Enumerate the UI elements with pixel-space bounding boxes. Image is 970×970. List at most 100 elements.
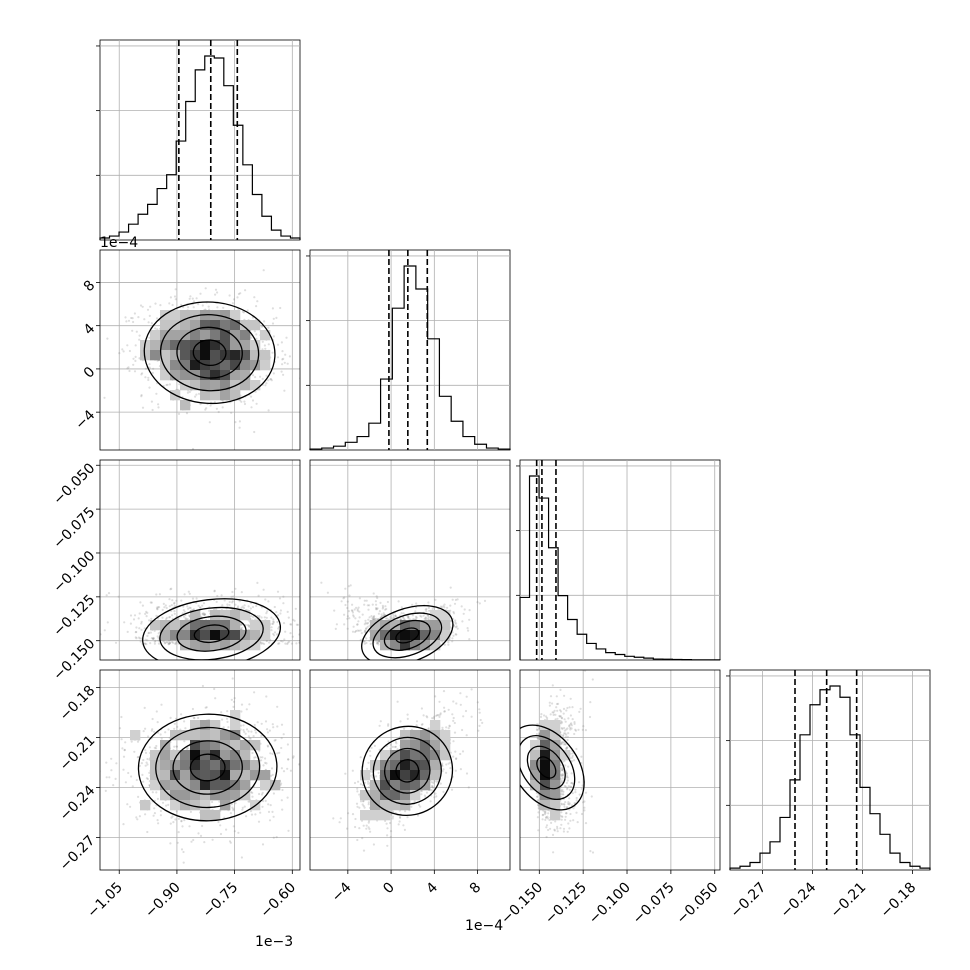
scatter-point	[373, 618, 376, 621]
scatter-point	[250, 406, 253, 409]
scatter-point	[270, 626, 273, 629]
scatter-point	[273, 634, 276, 637]
scatter-point	[156, 608, 159, 611]
density-cell	[230, 330, 241, 341]
scatter-point	[281, 358, 284, 361]
scatter-point	[377, 612, 380, 615]
density-cell	[400, 620, 411, 631]
scatter-point	[289, 632, 292, 635]
scatter-point	[146, 634, 149, 637]
scatter-point	[260, 642, 263, 645]
scatter-point	[157, 639, 160, 642]
scatter-point	[247, 800, 250, 803]
scatter-point	[189, 606, 192, 610]
scatter-point	[447, 643, 450, 646]
density-cell	[440, 620, 451, 631]
scatter-point	[178, 383, 181, 386]
scatter-point	[363, 603, 366, 606]
scatter-point	[363, 599, 366, 602]
scatter-point	[243, 400, 246, 403]
scatter-point	[400, 606, 403, 609]
contour-line	[176, 615, 247, 652]
density-cell	[200, 380, 211, 391]
density-cell	[230, 340, 241, 351]
scatter-point	[394, 614, 397, 617]
scatter-point	[389, 616, 392, 619]
scatter-point	[411, 603, 414, 606]
scatter-point	[242, 606, 246, 610]
scatter-point	[358, 597, 361, 600]
scatter-point	[266, 745, 270, 748]
scatter-point	[452, 612, 456, 615]
scatter-point	[194, 395, 197, 398]
scatter-point	[362, 640, 365, 643]
scatter-point	[277, 614, 280, 617]
density-cell	[260, 620, 271, 631]
scatter-point	[145, 615, 148, 618]
scatter-point	[168, 598, 171, 601]
scatter-point	[402, 612, 405, 615]
scatter-point	[452, 610, 455, 614]
scatter-point	[167, 728, 170, 731]
scatter-point	[148, 363, 151, 366]
scatter-point	[128, 349, 131, 353]
scatter-point	[153, 642, 156, 645]
scatter-point	[177, 831, 180, 834]
density-cell	[440, 610, 451, 621]
scatter-point	[171, 599, 174, 602]
scatter-point	[394, 615, 397, 618]
scatter-point	[106, 337, 109, 340]
density-cell	[240, 350, 251, 361]
scatter-point	[292, 756, 295, 759]
scatter-point	[215, 608, 218, 611]
scatter-point	[186, 605, 189, 608]
scatter-point	[199, 606, 202, 609]
density-cell	[250, 380, 261, 391]
contour-line	[142, 598, 282, 660]
scatter-point	[146, 611, 149, 614]
density-cell	[430, 630, 441, 641]
scatter-point	[161, 608, 164, 611]
scatter-point	[170, 816, 173, 819]
scatter-point	[367, 608, 370, 611]
scatter-point	[351, 611, 354, 614]
scatter-point	[355, 606, 358, 609]
scatter-point	[118, 352, 121, 355]
scatter-point	[272, 792, 275, 795]
scatter-point	[237, 605, 240, 608]
scatter-point	[114, 641, 118, 644]
scatter-point	[379, 601, 382, 604]
scatter-point	[170, 604, 173, 607]
density-cell	[410, 620, 421, 631]
scatter-point	[175, 599, 178, 602]
scatter-point	[277, 626, 281, 629]
scatter-point	[197, 303, 200, 306]
density-cell	[240, 610, 251, 621]
density-cell	[180, 320, 191, 331]
scatter-point	[447, 641, 450, 644]
scatter-point	[378, 610, 381, 613]
contour-line	[159, 314, 260, 392]
scatter-point	[281, 640, 284, 643]
scatter-point	[184, 617, 187, 620]
scatter-point	[167, 643, 170, 646]
scatter-point	[463, 608, 466, 611]
scatter-point	[147, 378, 150, 382]
scatter-point	[217, 410, 220, 414]
scatter-point	[419, 614, 422, 617]
scatter-point	[425, 607, 428, 611]
scatter-point	[366, 604, 369, 607]
scatter-point	[208, 609, 211, 612]
scatter-point	[296, 623, 300, 626]
scatter-point	[281, 350, 284, 353]
density-cell	[170, 330, 181, 341]
density-cell	[220, 620, 231, 631]
scatter-point	[375, 603, 378, 606]
scatter-point	[232, 595, 235, 598]
scatter-point	[173, 295, 177, 298]
density-cell	[160, 340, 171, 351]
density-cell	[200, 320, 211, 331]
scatter-point	[270, 379, 273, 382]
scatter-point	[237, 831, 240, 834]
scatter-point	[364, 629, 367, 632]
